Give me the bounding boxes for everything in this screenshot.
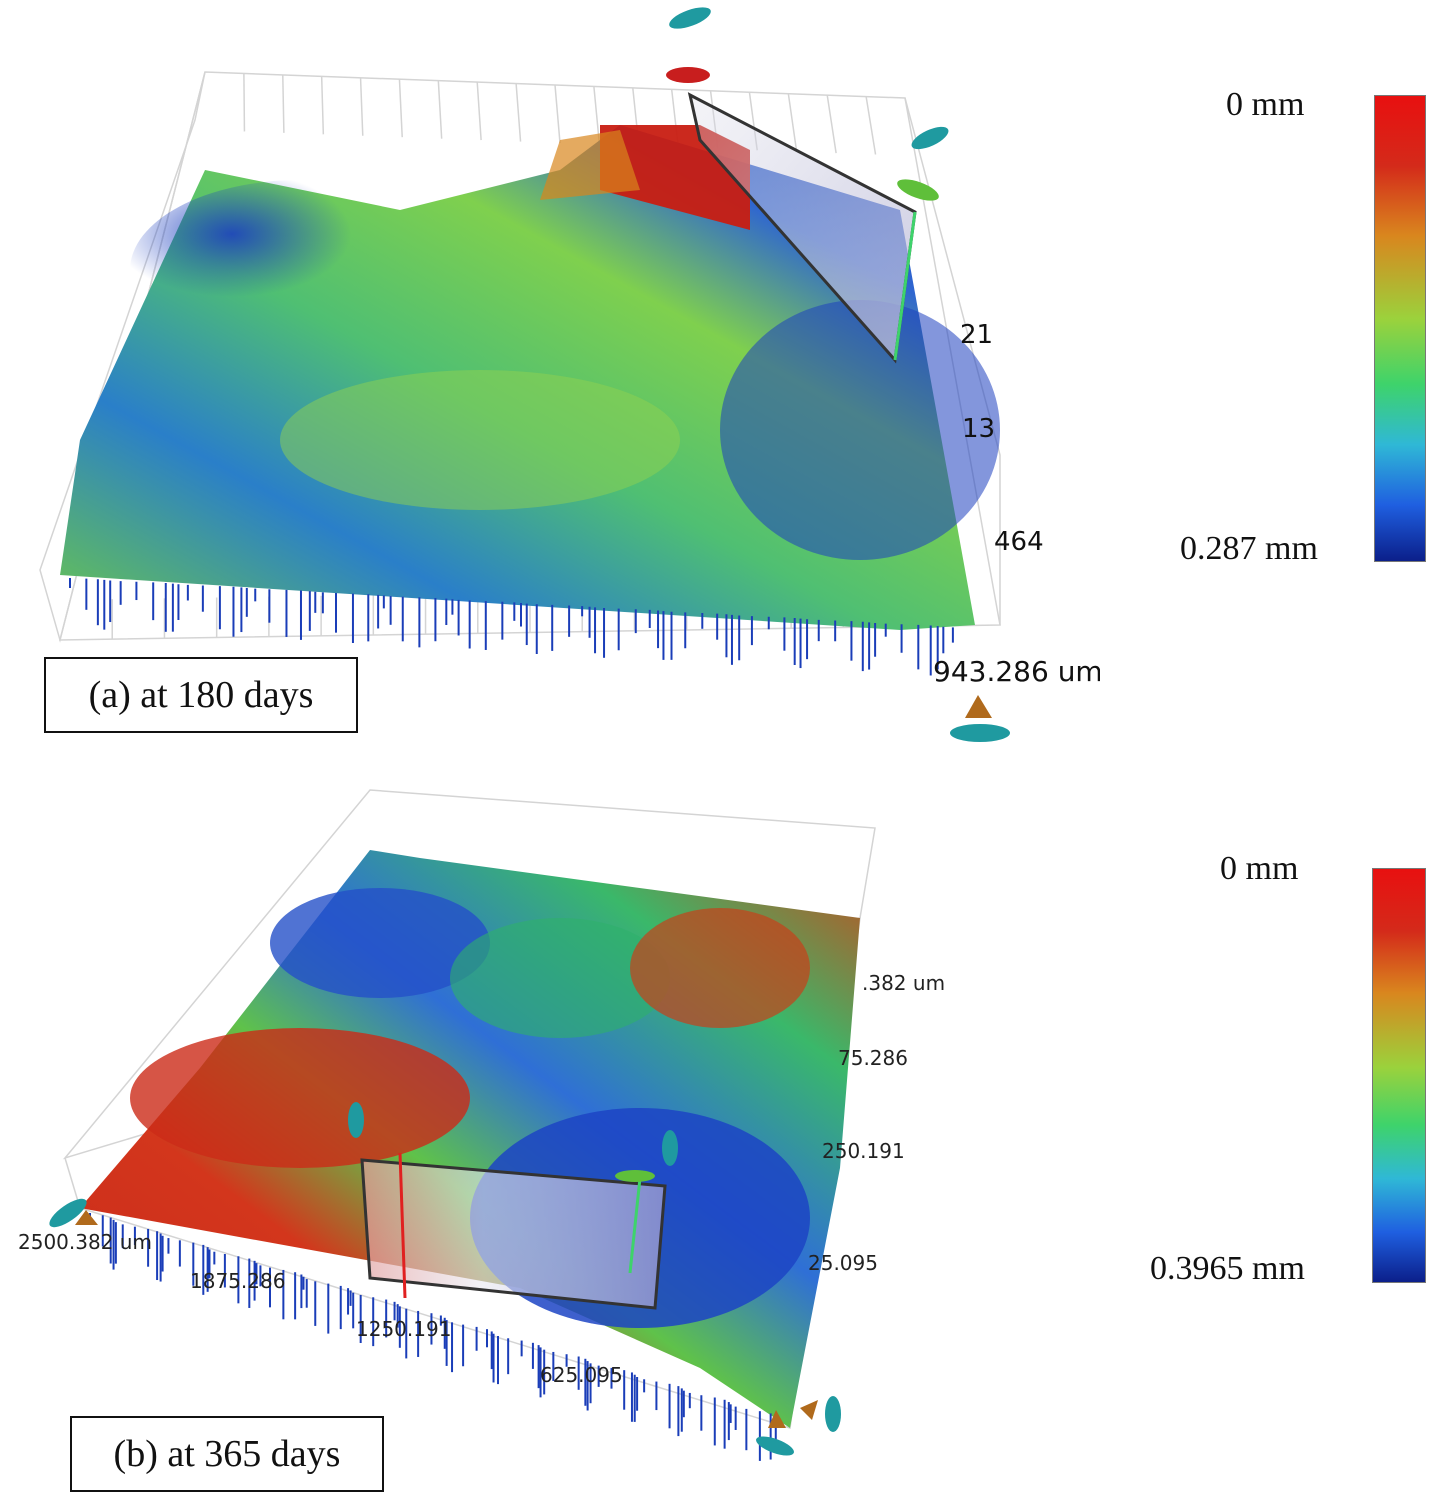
axis-label: 464 [994,527,1044,557]
surface-plot-a: 21 13 464 943.286 um [39,3,1100,742]
colorbar-bottom-label: 0.287 mm [1180,530,1318,567]
axis-label: 21 [960,320,993,350]
colorbar-a [1374,95,1426,562]
axis-label: 25.095 [808,1251,878,1275]
colorbar-top-label: 0 mm [1220,850,1299,887]
axis-label: 943.286 um [933,655,1100,688]
surface-a [60,92,1000,676]
surface-b [80,850,860,1461]
rotate-handle-icon[interactable] [666,3,1010,742]
axis-label: 2500.382 um [18,1230,152,1254]
axis-label: 250.191 [822,1139,905,1163]
colorbar-b [1372,868,1426,1283]
axis-label: 1250.191 [356,1317,451,1341]
surface-plot-b: .382 um 75.286 250.191 25.095 2500.382 u… [18,789,945,1461]
axis-label: 625.095 [540,1363,623,1387]
axis-label: 75.286 [838,1046,908,1070]
axis-label: 13 [962,414,995,444]
colorbar-top-label: 0 mm [1226,86,1305,123]
rotate-handle-icon[interactable] [45,1102,841,1459]
axis-label: .382 um [862,971,945,995]
axis-label: 1875.286 [190,1269,285,1293]
caption-b: (b) at 365 days [70,1416,384,1492]
caption-a: (a) at 180 days [44,657,358,733]
colorbar-bottom-label: 0.3965 mm [1150,1250,1305,1287]
